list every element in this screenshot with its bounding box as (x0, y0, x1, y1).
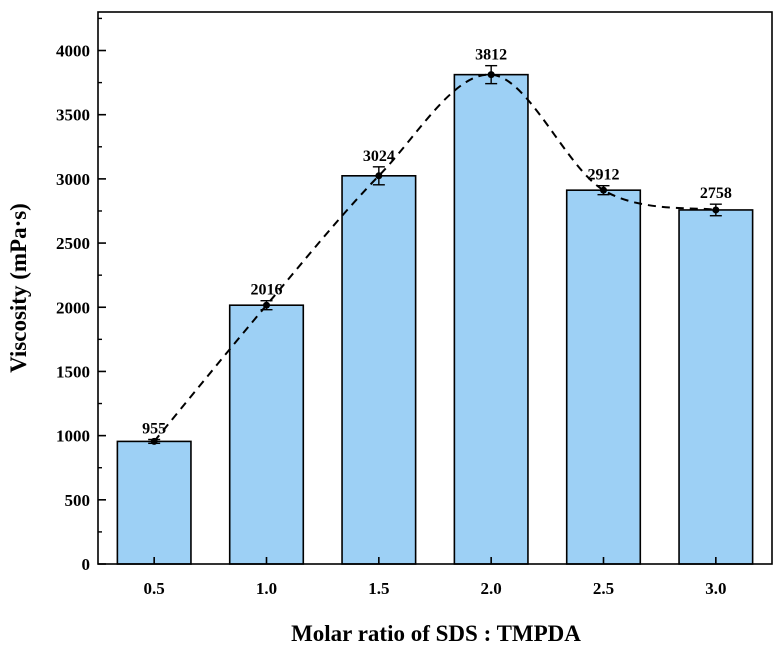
y-tick-label-1500: 1500 (56, 362, 90, 381)
trend-line (153, 73, 717, 443)
y-tick-label-2500: 2500 (56, 234, 90, 253)
bar-2.0 (453, 73, 529, 565)
data-label-0.5: 955 (142, 420, 166, 437)
y-tick-label-2000: 2000 (56, 298, 90, 317)
bar-2.5 (565, 189, 642, 565)
y-tick-label-1000: 1000 (56, 427, 90, 446)
data-point-3.0 (712, 206, 720, 214)
y-tick-label-4000: 4000 (56, 42, 90, 61)
bar-3.0 (678, 209, 754, 565)
data-label-1.5: 3024 (363, 148, 395, 165)
x-tick-label-1.0: 1.0 (256, 579, 277, 598)
bar-1.0 (228, 304, 305, 565)
plot-frame (97, 11, 773, 565)
bar-0.5 (116, 440, 192, 565)
y-axis-title: Viscosity (mPa·s) (6, 203, 31, 373)
data-point-1.0 (263, 301, 270, 309)
y-tick-label-0: 0 (82, 555, 91, 574)
x-tick-label-3.0: 3.0 (705, 579, 726, 598)
x-tick-label-2.0: 2.0 (481, 579, 502, 598)
bars-group (116, 64, 754, 565)
data-label-1.0: 2016 (251, 282, 283, 299)
data-label-2.5: 2912 (588, 167, 620, 184)
x-tick-label-2.5: 2.5 (593, 579, 614, 598)
x-axis-title: Molar ratio of SDS : TMPDA (291, 621, 581, 646)
labels: 955 2016 3024 3812 2912 2758 0 500 1000 1500 2000 2… (56, 42, 732, 598)
bar-1.5 (341, 175, 417, 565)
data-point-2.5 (600, 186, 607, 194)
data-point-0.5 (150, 437, 158, 445)
x-tick-label-0.5: 0.5 (144, 579, 165, 598)
data-label-3.0: 2758 (700, 185, 732, 202)
axes (97, 11, 773, 565)
data-point-1.5 (375, 172, 383, 180)
y-tick-label-3500: 3500 (56, 106, 90, 125)
x-tick-label-1.5: 1.5 (368, 579, 389, 598)
data-point-2.0 (487, 71, 495, 79)
data-label-2.0: 3812 (475, 47, 507, 64)
y-tick-label-500: 500 (65, 491, 91, 510)
y-tick-label-3000: 3000 (56, 170, 90, 189)
